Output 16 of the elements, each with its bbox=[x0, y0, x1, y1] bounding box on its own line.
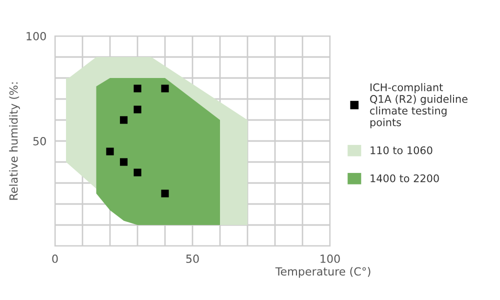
point bbox=[134, 84, 142, 92]
point bbox=[120, 158, 128, 166]
point bbox=[161, 84, 169, 92]
legend-label: ICH-compliant Q1A (R2) guideline climate testing points bbox=[370, 83, 468, 128]
point bbox=[161, 190, 169, 198]
point bbox=[134, 168, 142, 176]
legend-label: 110 to 1060 bbox=[370, 146, 432, 154]
point bbox=[106, 148, 114, 156]
point bbox=[134, 106, 142, 114]
y-axis-title: Relative humidity (%: bbox=[9, 82, 20, 200]
x-tick-label: 50 bbox=[186, 254, 199, 263]
point bbox=[120, 116, 128, 124]
x-axis-title: Temperature (C°) bbox=[275, 267, 370, 278]
x-tick-label: 100 bbox=[320, 254, 340, 263]
x-tick-label: 0 bbox=[52, 254, 58, 263]
legend-label: 1400 to 2200 bbox=[370, 174, 439, 182]
